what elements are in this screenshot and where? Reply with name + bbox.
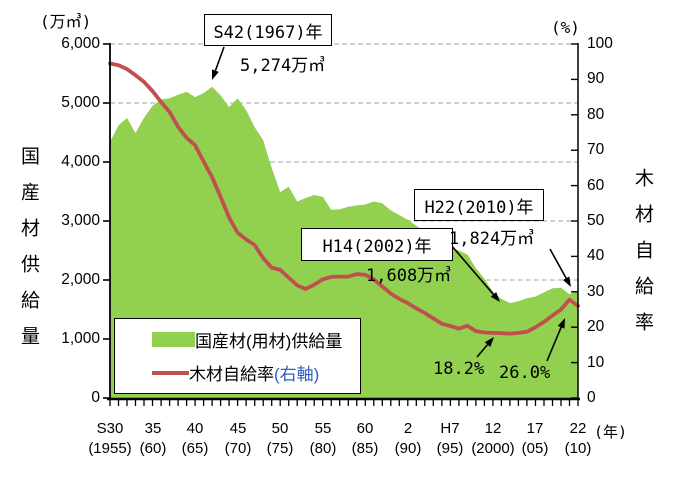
right-axis-tick-label: 20: [587, 318, 605, 335]
legend-item-rate: 木材自給率 (右軸): [152, 360, 360, 385]
legend-label-supply: 国産材(用材)供給量: [195, 332, 343, 351]
x-axis-tick-label-year: (80): [309, 440, 337, 457]
x-axis-tick-label-year: (90): [394, 440, 422, 457]
area-series-swatch-icon: [152, 332, 195, 347]
x-axis-tick-label-era: 17: [526, 420, 544, 437]
annotation-arrow: [549, 248, 567, 279]
annotation-arrowhead: [557, 318, 565, 329]
annotation-peak-value: 5,274万㎥: [240, 56, 326, 76]
right-axis-tick-label: 40: [587, 247, 605, 264]
x-axis-tick-label-era: 22: [569, 420, 587, 437]
x-axis-tick-label-year: (95): [436, 440, 464, 457]
left-axis-tick-label: 3,000: [61, 212, 100, 229]
left-axis-tick-label: 2,000: [61, 271, 100, 288]
left-axis-tick-label: 6,000: [61, 35, 100, 52]
x-axis-tick-label-era: 40: [186, 420, 204, 437]
line-series-swatch-icon: [152, 370, 189, 375]
annotation-rate-latest: 26.0%: [499, 363, 551, 383]
x-axis-tick-label-year: (10): [564, 440, 592, 457]
annotation-low-value: 1,608万㎥: [366, 266, 452, 286]
annotation-arrowhead: [490, 292, 500, 302]
left-axis-tick-label: 1,000: [61, 330, 100, 347]
right-axis-title: 木材自給率: [632, 168, 654, 348]
x-axis-tick-label-year: (70): [224, 440, 252, 457]
annotation-latest-value: 1,824万㎥: [449, 229, 535, 249]
left-axis-title: 国産材供給量: [18, 146, 40, 362]
annotation-arrow: [450, 244, 495, 295]
annotation-arrow: [476, 344, 489, 358]
right-axis-tick-label: 0: [587, 389, 596, 406]
right-axis-unit-label: (%): [551, 18, 580, 37]
x-axis-tick-label-era: 60: [356, 420, 374, 437]
right-axis-tick-label: 30: [587, 283, 605, 300]
right-axis-tick-label: 50: [587, 212, 605, 229]
left-axis-tick-label: 0: [91, 389, 100, 406]
annotation-latest-box: H22(2010)年: [414, 189, 544, 221]
left-axis-unit-label: (万㎥): [40, 12, 92, 31]
legend-label-rate-suffix: (右軸): [274, 365, 320, 384]
legend-label-rate: 木材自給率: [189, 365, 274, 384]
x-axis-tick-label-year: (75): [266, 440, 294, 457]
annotation-rate-low: 18.2%: [433, 359, 485, 379]
right-axis-tick-label: 70: [587, 141, 605, 158]
right-axis-tick-label: 90: [587, 70, 605, 87]
x-axis-tick-label-year: (2000): [471, 440, 515, 457]
x-axis-tick-label-era: H7: [440, 420, 460, 437]
x-axis-tick-label-year: (60): [139, 440, 167, 457]
x-axis-tick-label-year: (05): [521, 440, 549, 457]
right-axis-tick-label: 80: [587, 106, 605, 123]
x-axis-tick-label-era: 35: [144, 420, 162, 437]
x-axis-tick-label-era: 45: [229, 420, 247, 437]
x-axis-tick-label-year: (85): [351, 440, 379, 457]
left-axis-tick-label: 5,000: [61, 94, 100, 111]
x-axis-tick-label-era: 2: [403, 420, 413, 437]
x-axis-tick-label-era: 50: [271, 420, 289, 437]
annotation-arrowhead: [212, 69, 219, 80]
annotation-arrowhead: [563, 276, 571, 287]
x-axis-unit-label: (年): [594, 423, 628, 441]
annotation-arrowhead: [484, 337, 494, 347]
x-axis-tick-label-year: (65): [181, 440, 209, 457]
rate-line-series: [108, 61, 580, 336]
legend-item-supply: 国産材(用材)供給量: [152, 327, 360, 352]
annotation-arrow: [214, 46, 225, 71]
x-axis-tick-label-era: S30: [96, 420, 124, 437]
x-axis-tick-label-year: (1955): [88, 440, 132, 457]
annotation-peak-box: S42(1967)年: [204, 14, 332, 46]
legend: 国産材(用材)供給量 木材自給率 (右軸): [114, 318, 361, 394]
x-axis-tick-label-era: 55: [314, 420, 332, 437]
x-axis-tick-label-era: 12: [484, 420, 502, 437]
right-axis-tick-label: 60: [587, 177, 605, 194]
right-axis-tick-label: 100: [587, 35, 613, 52]
right-axis-tick-label: 10: [587, 354, 605, 371]
annotation-low-box: H14(2002)年: [301, 228, 453, 261]
annotation-arrow: [546, 326, 562, 362]
left-axis-tick-label: 4,000: [61, 153, 100, 170]
